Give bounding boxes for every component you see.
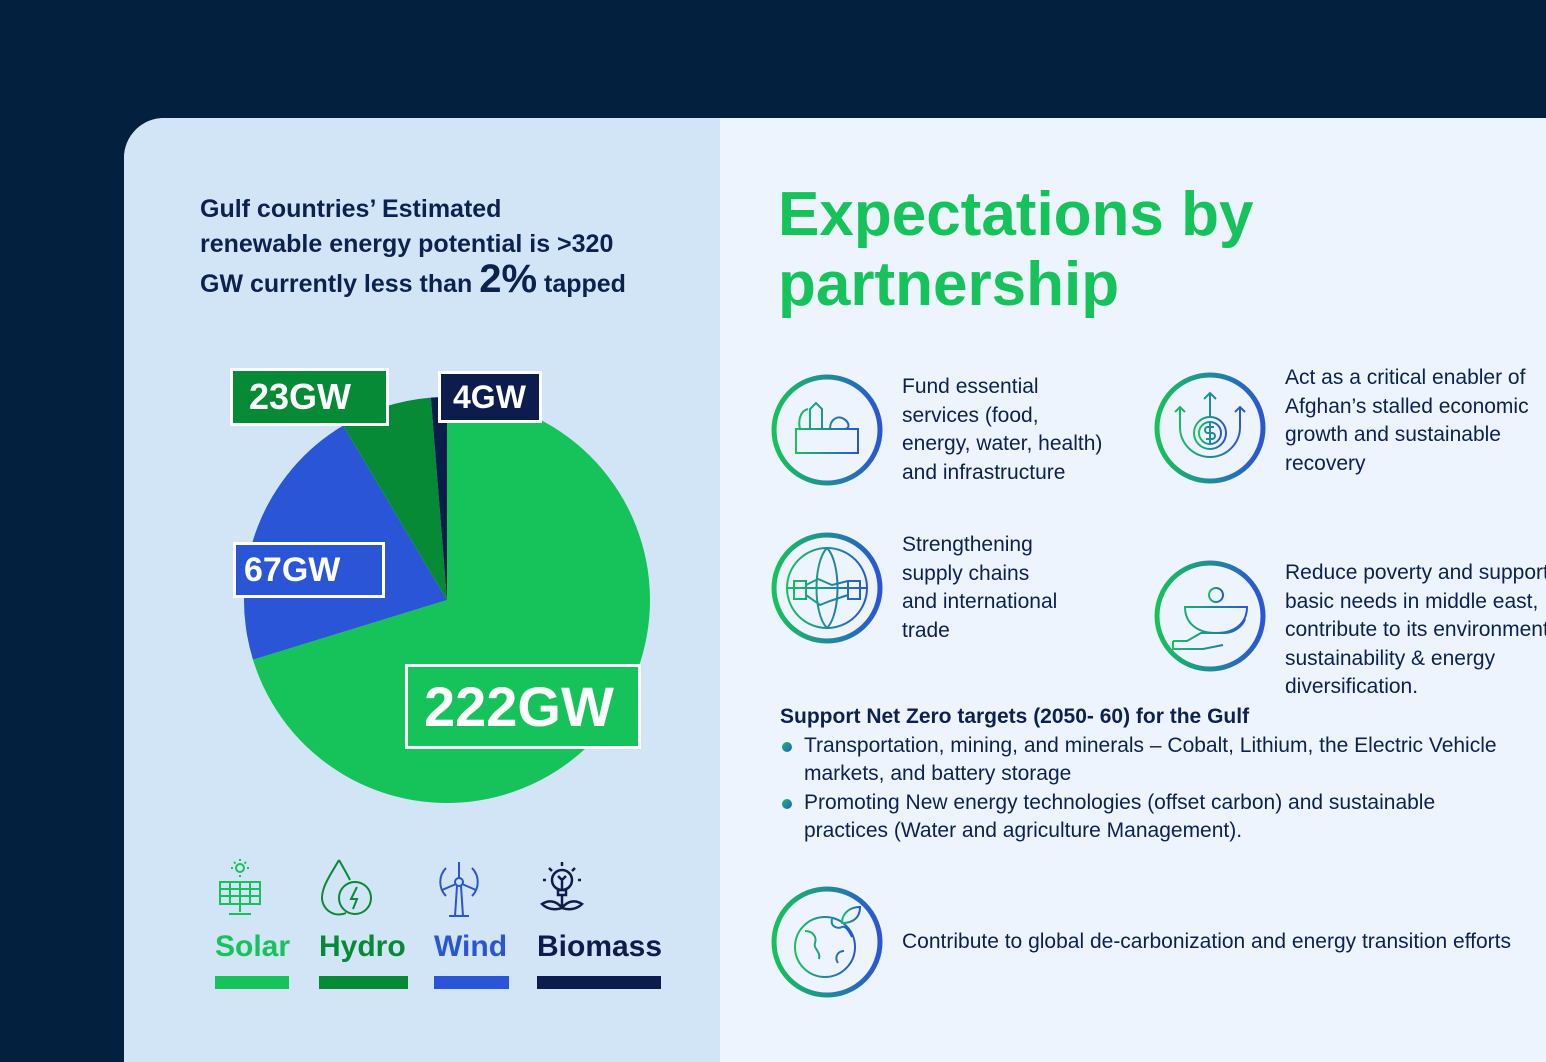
bullet-item: Transportation, mining, and minerals – C… [780,732,1497,789]
infographic-card: Gulf countries’ Estimated renewable ener… [124,118,1546,1062]
legend-biomass: Biomass [537,858,662,989]
expectation-text: Fund essential services (food, energy, wat… [902,375,1103,484]
headline-percent: 2% [479,257,538,301]
legend-swatch [319,976,408,989]
legend-hydro: Hydro [319,858,408,989]
legend-wind: Wind [434,858,509,989]
legend-label: Wind [434,930,508,963]
label-biomass: 4GW [438,371,542,423]
title-line: Expectations by [778,180,1254,249]
bullet-item: Promoting New energy technologies (offse… [780,789,1497,846]
bullet-icon [782,798,792,809]
expectation-item: Fund essential services (food, energy, wat… [770,373,1102,487]
expectation-item: Contribute to global de-carbonization an… [770,885,1511,999]
title-line: partnership [778,250,1120,319]
pie-slice-biomass [430,397,447,600]
bullet-icon [782,741,792,752]
headline-line: renewable energy potential is >320 [200,230,614,258]
legend-label: Hydro [319,930,406,963]
hand-bowl-icon [1154,560,1266,672]
legend-swatch [434,976,509,989]
expectation-item: Strengthening supply chains and internatio… [770,531,1057,645]
globe-handshake-icon [771,532,883,644]
netzero-heading: Support Net Zero targets (2050- 60) for … [780,705,1250,728]
expectation-item: Act as a critical enabler of Afghan’s sta… [1153,366,1529,485]
headline-text: GW currently less than [200,270,480,298]
legend-swatch [215,976,289,989]
earth-leaf-icon [771,886,883,998]
headline-line: GW currently less than 2% tapped [200,259,680,302]
solar-panel-icon [219,859,261,915]
wind-turbine-icon [439,862,479,917]
legend-solar: Solar [215,858,290,989]
page-title: Expectations by partnership [778,180,1253,320]
legend-swatch [537,976,661,989]
legend-label: Biomass [537,930,663,963]
netzero-section: Support Net Zero targets (2050- 60) for … [780,703,1497,846]
expectation-text: Reduce poverty and support basic needs in… [1285,561,1546,698]
label-solar: 222GW [405,664,641,749]
headline: Gulf countries’ Estimated renewable ener… [200,192,680,302]
headline-line: Gulf countries’ Estimated [200,195,502,223]
water-drop-bolt-icon [320,859,372,916]
food-basket-icon [771,374,883,486]
legend-label: Solar [215,930,291,963]
label-hydro: 23GW [230,368,389,426]
headline-text: tapped [537,270,626,298]
lightbulb-plant-icon [540,862,584,911]
expectation-text: Strengthening supply chains and internatio… [902,533,1058,642]
expectation-text: Act as a critical enabler of Afghan’s sta… [1285,366,1529,475]
left-panel: Gulf countries’ Estimated renewable ener… [124,118,720,1062]
expectation-item: Reduce poverty and support basic needs in… [1153,531,1546,702]
expectation-text: Contribute to global de-carbonization an… [902,929,1511,953]
pie-slice-hydro [343,397,447,600]
label-wind: 67GW [233,542,385,598]
dollar-growth-icon [1154,372,1266,484]
right-panel: Expectations by partnership Fund essentia… [720,118,1546,1062]
